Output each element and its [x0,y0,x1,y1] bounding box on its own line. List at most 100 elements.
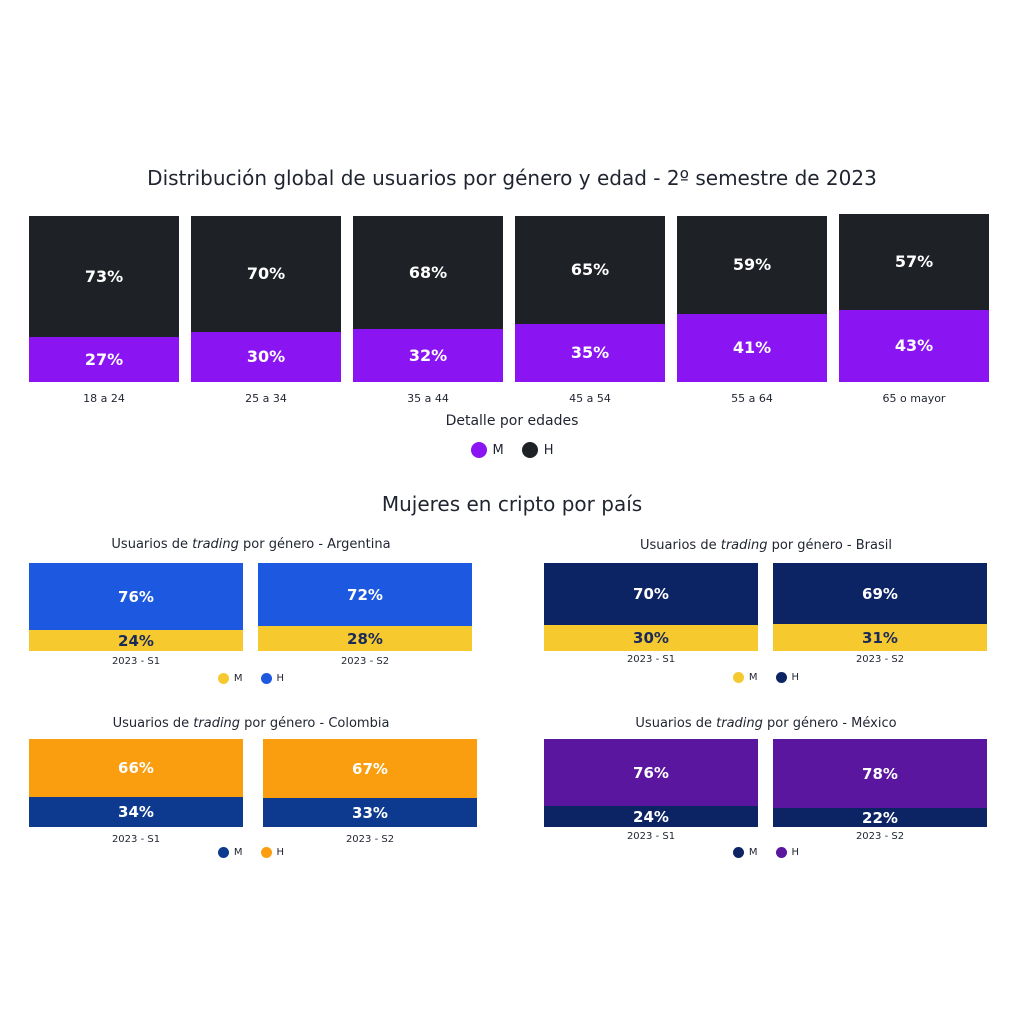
country-3-label-m-2: 33% [352,803,388,822]
main-label-m-3: 32% [408,345,448,365]
country-1-bar-1-m: 24% [29,630,243,651]
country-1-label-h-1: 76% [118,587,154,606]
country-4-label-m-1: 24% [633,807,669,826]
country-4-legend-swatch-h [775,847,787,858]
main-bar-4-m: 35% [515,324,665,382]
country-1-title: Usuarios de trading por género - Argenti… [51,537,451,552]
main-bar-5-h: 59% [677,216,827,314]
main-label-m-1: 27% [84,349,124,369]
country-3-legend-swatch-h [260,847,272,858]
country-2-legend-item-m: M [732,672,758,683]
country-4-label-h-1: 76% [633,763,669,782]
main-bar-2: 70% 30% [191,216,341,382]
country-3-title-italic: trading [193,716,241,731]
country-1-bar-2-h: 72% [258,563,472,626]
country-1-legend-label-m: M [233,673,243,684]
country-2-bar-2-m: 31% [773,624,987,651]
main-category-label-5: 55 a 64 [731,392,773,405]
country-1-bar-1: 76% 24% [29,563,243,651]
main-bar-6-h: 57% [839,214,989,310]
country-3-legend-swatch-m [217,847,229,858]
main-bar-3: 68% 32% [353,216,503,382]
main-bar-1: 73% 27% [29,216,179,382]
country-2-category-label-2: 2023 - S2 [855,654,905,665]
main-bar-2-m: 30% [191,332,341,382]
country-4-title-prefix: Usuarios de [635,716,717,731]
country-1-legend-item-m: M [217,673,243,684]
main-label-m-4: 35% [570,343,610,362]
country-4-title: Usuarios de trading por género - México [566,716,966,731]
country-4-title-italic: trading [716,716,763,731]
main-bar-3-h: 68% [353,216,503,329]
main-bar-4: 65% 35% [515,216,665,382]
main-bar-2-h: 70% [191,216,341,332]
main-bar-4-h: 65% [515,216,665,324]
country-2-bar-2: 69% 31% [773,563,987,651]
main-category-label-6: 65 o mayor [882,392,946,405]
country-3-legend-label-m: M [233,847,243,858]
country-2-label-m-2: 31% [862,628,898,647]
main-label-m-5: 41% [732,338,772,357]
main-label-h-2: 70% [246,264,286,283]
main-label-h-3: 68% [408,262,448,282]
country-1-bar-2: 72% 28% [258,563,472,651]
country-3-title-prefix: Usuarios de [112,716,194,731]
country-1-label-h-2: 72% [347,585,383,604]
main-label-h-1: 73% [84,266,124,286]
country-3-category-label-2: 2023 - S2 [345,834,395,845]
country-1-label-m-2: 28% [347,629,383,648]
country-4-bar-2-h: 78% [773,739,987,808]
main-bar-6: 57% 43% [839,214,989,382]
country-1-title-italic: trading [192,537,239,552]
country-2-label-m-1: 30% [633,629,669,647]
country-4-legend-label-m: M [748,847,758,858]
country-3-title: Usuarios de trading por género - Colombi… [51,716,451,731]
country-4-legend-item-h: H [775,847,799,858]
main-bar-5: 59% 41% [677,216,827,382]
country-1-label-m-1: 24% [118,631,154,650]
country-2-title-italic: trading [720,538,768,553]
country-1-category-label-2: 2023 - S2 [340,656,390,667]
main-label-m-2: 30% [246,347,286,366]
section-title: Mujeres en cripto por país [381,492,643,516]
country-3-bar-2-m: 33% [263,798,477,827]
main-bar-1-h: 73% [29,216,179,337]
country-2-legend-label-h: H [791,672,800,683]
main-legend-swatch-h [521,442,538,458]
country-1-legend-label-h: H [276,673,285,684]
country-4-bar-2: 78% 22% [773,739,987,827]
main-bar-6-m: 43% [839,310,989,382]
country-3-legend-label-h: H [276,847,285,858]
country-1-legend-item-h: H [260,673,285,684]
country-3-legend-item-m: M [217,847,243,858]
main-label-m-6: 43% [894,336,934,355]
country-2-title-suffix: por género - Brasil [767,538,892,553]
country-3-label-h-1: 66% [118,759,154,777]
main-label-h-4: 65% [570,260,610,279]
country-4-bar-1: 76% 24% [544,739,758,827]
main-category-label-2: 25 a 34 [245,392,287,405]
main-bar-3-m: 32% [353,329,503,382]
country-3-label-m-1: 34% [118,803,154,821]
country-2-label-h-2: 69% [862,584,898,603]
country-2-category-label-1: 2023 - S1 [626,654,676,665]
country-2-title-prefix: Usuarios de [640,538,721,553]
country-4-bar-1-m: 24% [544,806,758,827]
main-category-label-1: 18 a 24 [83,392,125,405]
country-2-legend-label-m: M [748,672,758,683]
main-legend-label-m: M [492,442,504,458]
main-bar-5-m: 41% [677,314,827,382]
page-title: Distribución global de usuarios por géne… [147,166,877,190]
country-4-category-label-1: 2023 - S1 [626,831,676,842]
main-legend-item-h: H [521,442,554,458]
main-label-h-6: 57% [894,252,934,271]
country-1-title-suffix: por género - Argentina [238,537,391,552]
country-1-legend-swatch-m [217,673,229,684]
main-legend-label-h: H [543,442,554,458]
country-3-title-suffix: por género - Colombia [240,716,390,731]
country-3-bar-1: 66% 34% [29,739,243,827]
